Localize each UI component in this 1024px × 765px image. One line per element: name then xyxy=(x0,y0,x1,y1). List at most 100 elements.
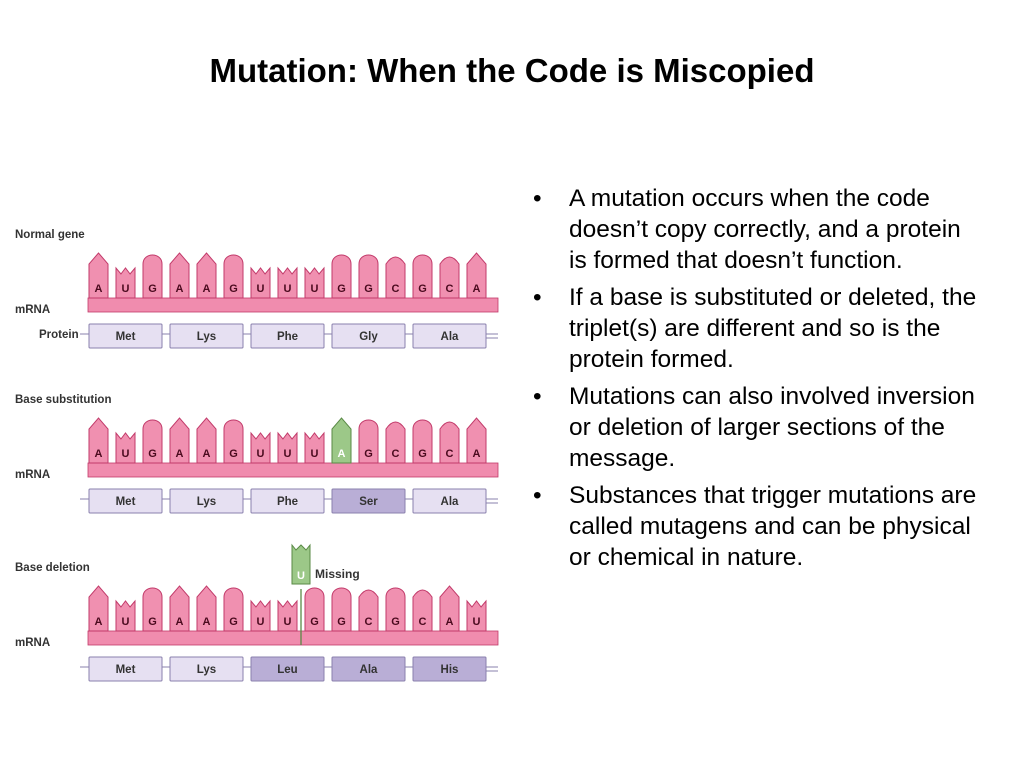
base-letter: A xyxy=(176,448,184,460)
mrna-strand xyxy=(87,297,499,313)
base-g xyxy=(223,419,244,464)
amino-acid-label: Met xyxy=(116,331,136,343)
base-a xyxy=(169,252,190,299)
bullet-dot: • xyxy=(533,185,542,212)
base-g xyxy=(358,254,379,299)
base-letter: U xyxy=(257,283,265,295)
bullet-item: • Substances that trigger mutations are c… xyxy=(530,480,980,573)
amino-acid-block xyxy=(250,488,325,514)
base-letter: A xyxy=(203,448,211,460)
base-letter: G xyxy=(337,616,346,628)
base-u xyxy=(250,431,271,464)
amino-acid-block xyxy=(250,323,325,349)
bullet-list: • A mutation occurs when the code doesn’t… xyxy=(530,183,980,579)
base-letter: G xyxy=(148,283,157,295)
base-g xyxy=(358,419,379,464)
missing-base-u xyxy=(291,543,311,585)
amino-acid-block xyxy=(412,656,487,682)
base-letter: A xyxy=(203,283,211,295)
base-u xyxy=(115,599,136,632)
amino-acid-block xyxy=(250,656,325,682)
bullet-item: • Mutations can also involved inversion o… xyxy=(530,381,980,474)
base-u xyxy=(115,266,136,299)
bullet-dot: • xyxy=(533,383,542,410)
base-u xyxy=(250,599,271,632)
amino-acid-label: Gly xyxy=(359,331,378,343)
base-c xyxy=(358,589,379,632)
base-letter: U xyxy=(257,616,265,628)
base-a xyxy=(196,417,217,464)
base-a xyxy=(88,417,109,464)
base-g xyxy=(412,254,433,299)
base-g xyxy=(331,254,352,299)
bullet-text: If a base is substituted or deleted, the… xyxy=(569,284,977,373)
mrna-label: mRNA xyxy=(15,304,50,316)
amino-acid-block xyxy=(88,323,163,349)
base-g xyxy=(142,587,163,632)
amino-acid-label: Ala xyxy=(441,496,460,508)
base-letter: C xyxy=(392,283,400,295)
amino-acid-label: Met xyxy=(116,664,136,676)
amino-acid-block xyxy=(412,323,487,349)
base-letter: G xyxy=(418,283,427,295)
base-g xyxy=(223,254,244,299)
bullet-text: Substances that trigger mutations are ca… xyxy=(569,482,977,571)
mrna-label: mRNA xyxy=(15,469,50,481)
base-letter: A xyxy=(446,616,454,628)
amino-acid-block xyxy=(331,323,406,349)
mrna-label: mRNA xyxy=(15,637,50,649)
amino-acid-label: Lys xyxy=(197,496,216,508)
base-u xyxy=(304,266,325,299)
base-letter: U xyxy=(284,283,292,295)
base-letter: G xyxy=(310,616,319,628)
amino-acid-label: Lys xyxy=(197,331,216,343)
base-c xyxy=(385,256,406,299)
base-c xyxy=(385,421,406,464)
bullet-dot: • xyxy=(533,482,542,509)
amino-acid-block xyxy=(412,488,487,514)
amino-acid-block xyxy=(88,656,163,682)
base-letter: U xyxy=(311,448,319,460)
base-a xyxy=(466,417,487,464)
amino-acid-label: Phe xyxy=(277,331,298,343)
mutation-diagram: Normal gene mRNA A U G A A G U U U G G C G C A Protein Met… xyxy=(15,229,499,682)
bullet-text: A mutation occurs when the code doesn’t … xyxy=(569,185,961,274)
base-letter: U xyxy=(473,616,481,628)
base-a xyxy=(88,252,109,299)
base-letter: A xyxy=(338,448,346,460)
mrna-strand xyxy=(87,462,499,478)
missing-label: Missing xyxy=(315,567,360,581)
base-a xyxy=(196,252,217,299)
base-u xyxy=(277,266,298,299)
amino-acid-label: Ala xyxy=(360,664,379,676)
base-letter: A xyxy=(473,283,481,295)
base-letter: G xyxy=(229,616,238,628)
base-letter: G xyxy=(418,448,427,460)
base-letter: C xyxy=(365,616,373,628)
base-letter: A xyxy=(176,616,184,628)
base-letter: U xyxy=(122,283,130,295)
missing-base-letter: U xyxy=(297,570,305,582)
base-letter: A xyxy=(95,616,103,628)
base-a xyxy=(169,417,190,464)
amino-acid-block xyxy=(331,656,406,682)
base-letter: A xyxy=(95,283,103,295)
base-letter: A xyxy=(203,616,211,628)
base-g xyxy=(142,254,163,299)
base-letter: C xyxy=(446,283,454,295)
amino-acid-label: Met xyxy=(116,496,136,508)
base-g xyxy=(304,587,325,632)
base-a xyxy=(439,585,460,632)
base-letter: G xyxy=(229,448,238,460)
base-letter: U xyxy=(257,448,265,460)
base-letter: C xyxy=(392,448,400,460)
base-a xyxy=(169,585,190,632)
amino-acid-block xyxy=(169,488,244,514)
base-letter: U xyxy=(311,283,319,295)
base-g xyxy=(331,587,352,632)
base-letter: C xyxy=(446,448,454,460)
panel-label: Base substitution xyxy=(15,394,111,406)
amino-acid-label: Phe xyxy=(277,496,298,508)
base-letter: A xyxy=(176,283,184,295)
base-letter: G xyxy=(364,448,373,460)
